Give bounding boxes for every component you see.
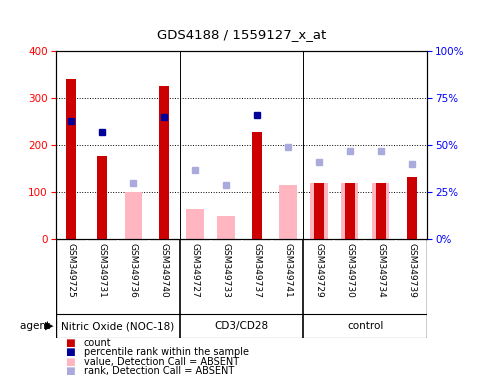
Bar — [280, 185, 297, 239]
Text: percentile rank within the sample: percentile rank within the sample — [84, 347, 249, 357]
Bar — [376, 183, 385, 239]
Text: GSM349739: GSM349739 — [408, 243, 416, 298]
Bar — [159, 86, 169, 239]
Text: GDS4188 / 1559127_x_at: GDS4188 / 1559127_x_at — [157, 28, 326, 41]
Text: GSM349733: GSM349733 — [222, 243, 230, 298]
Text: ■: ■ — [65, 366, 75, 376]
Bar — [407, 177, 417, 239]
Text: Nitric Oxide (NOC-18): Nitric Oxide (NOC-18) — [61, 321, 174, 331]
Text: GSM349731: GSM349731 — [98, 243, 107, 298]
Bar — [98, 156, 107, 239]
Text: ■: ■ — [65, 347, 75, 357]
Text: GSM349730: GSM349730 — [345, 243, 355, 298]
Bar — [372, 183, 389, 239]
Text: GSM349736: GSM349736 — [128, 243, 138, 298]
Text: rank, Detection Call = ABSENT: rank, Detection Call = ABSENT — [84, 366, 234, 376]
Text: ■: ■ — [65, 357, 75, 367]
Bar — [345, 183, 355, 239]
Text: GSM349740: GSM349740 — [159, 243, 169, 298]
Text: GSM349734: GSM349734 — [376, 243, 385, 298]
Text: count: count — [84, 338, 111, 348]
Bar — [311, 183, 327, 239]
Text: value, Detection Call = ABSENT: value, Detection Call = ABSENT — [84, 357, 239, 367]
Text: ▶: ▶ — [44, 321, 53, 331]
Bar — [314, 183, 324, 239]
Text: GSM349729: GSM349729 — [314, 243, 324, 298]
Text: agent: agent — [20, 321, 53, 331]
Text: GSM349725: GSM349725 — [67, 243, 75, 298]
Text: GSM349741: GSM349741 — [284, 243, 293, 298]
Bar — [125, 192, 142, 239]
Bar — [66, 79, 76, 239]
Text: GSM349727: GSM349727 — [190, 243, 199, 298]
Bar — [186, 209, 203, 239]
Bar — [217, 216, 235, 239]
Text: ■: ■ — [65, 338, 75, 348]
Bar — [252, 132, 262, 239]
Text: CD3/CD28: CD3/CD28 — [214, 321, 269, 331]
Bar — [341, 183, 358, 239]
Text: control: control — [347, 321, 384, 331]
Text: GSM349737: GSM349737 — [253, 243, 261, 298]
